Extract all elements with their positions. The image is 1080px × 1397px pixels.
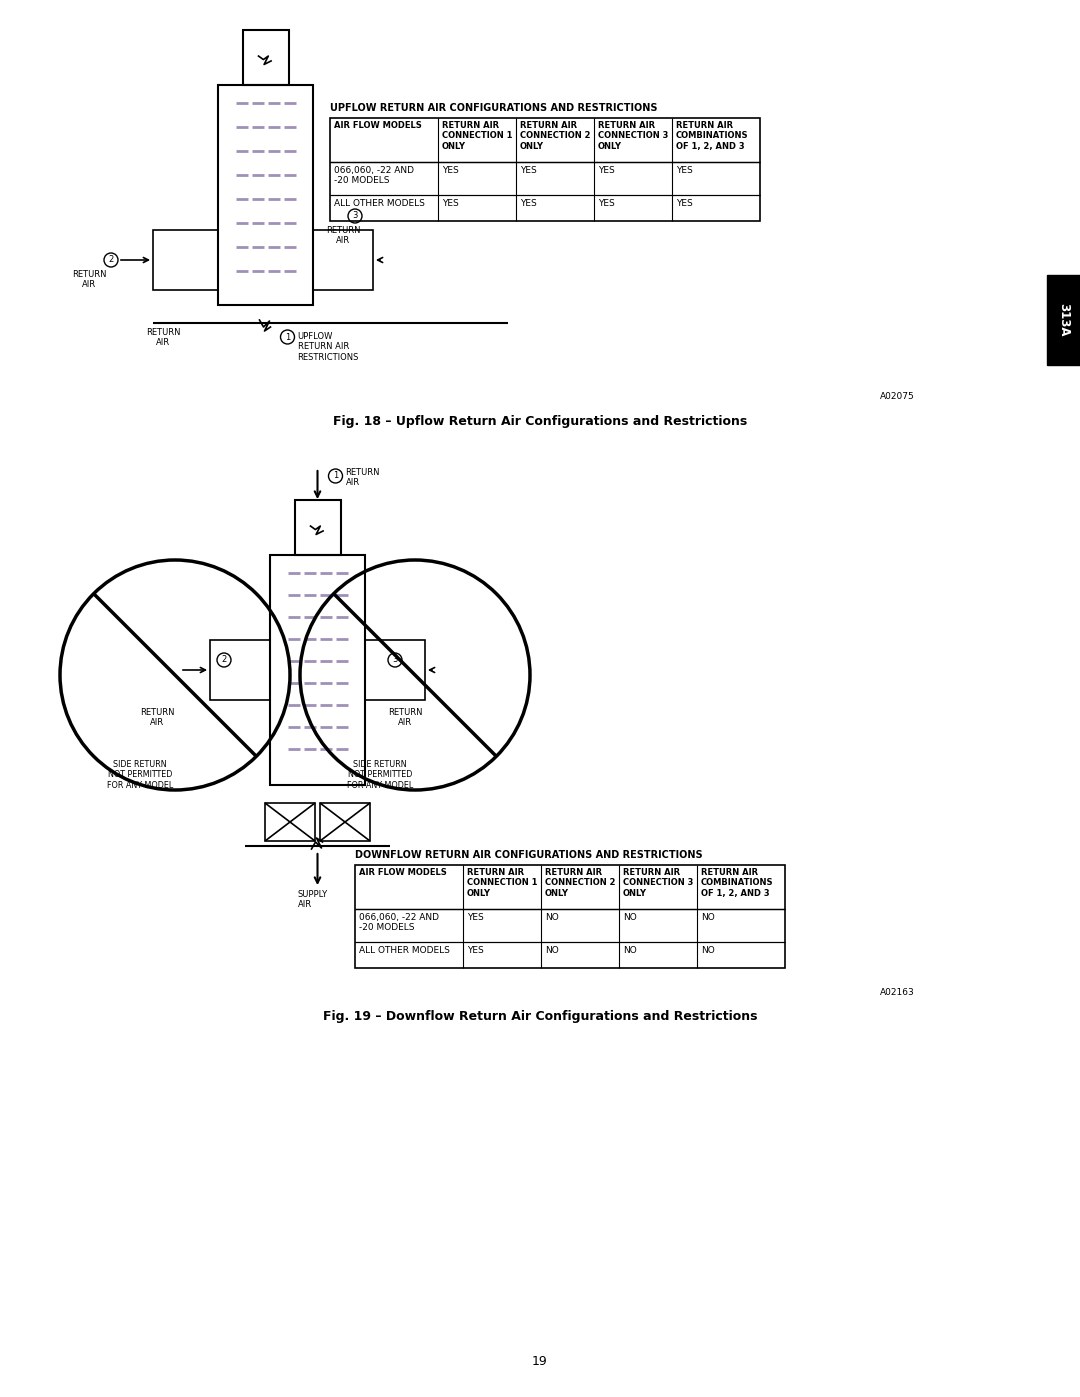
Text: RETURN
AIR: RETURN AIR [346, 468, 380, 488]
Text: Fig. 19 – Downflow Return Air Configurations and Restrictions: Fig. 19 – Downflow Return Air Configurat… [323, 1010, 757, 1023]
Text: ALL OTHER MODELS: ALL OTHER MODELS [359, 946, 450, 956]
Text: A02163: A02163 [880, 988, 915, 997]
Bar [218, 85, 313, 305]
Text: NO: NO [623, 946, 637, 956]
Bar [365, 640, 426, 700]
Text: UPFLOW RETURN AIR CONFIGURATIONS AND RESTRICTIONS: UPFLOW RETURN AIR CONFIGURATIONS AND RES… [330, 103, 658, 113]
Text: RETURN AIR
CONNECTION 3
ONLY: RETURN AIR CONNECTION 3 ONLY [598, 122, 669, 151]
Text: RETURN
AIR: RETURN AIR [326, 226, 361, 246]
Text: RETURN AIR
CONNECTION 1
ONLY: RETURN AIR CONNECTION 1 ONLY [442, 122, 513, 151]
Text: RETURN AIR
CONNECTION 2
ONLY: RETURN AIR CONNECTION 2 ONLY [545, 868, 616, 898]
Text: NO: NO [545, 914, 558, 922]
Text: RETURN AIR
CONNECTION 3
ONLY: RETURN AIR CONNECTION 3 ONLY [623, 868, 693, 898]
Text: 066,060, -22 AND
-20 MODELS: 066,060, -22 AND -20 MODELS [359, 914, 438, 932]
Text: SUPPLY
AIR: SUPPLY AIR [297, 890, 327, 909]
Text: AIR FLOW MODELS: AIR FLOW MODELS [334, 122, 422, 130]
Bar [210, 640, 270, 700]
Text: YES: YES [442, 198, 459, 208]
Text: YES: YES [676, 198, 692, 208]
Text: YES: YES [598, 198, 615, 208]
Text: YES: YES [598, 166, 615, 175]
Text: 19: 19 [532, 1355, 548, 1368]
Bar [330, 117, 760, 221]
Text: A02075: A02075 [880, 393, 915, 401]
Bar [153, 231, 218, 291]
Text: YES: YES [519, 198, 537, 208]
Bar [320, 803, 370, 841]
Text: 313A: 313A [1057, 303, 1070, 337]
Text: 2: 2 [108, 256, 113, 264]
Text: YES: YES [442, 166, 459, 175]
Bar [295, 500, 340, 555]
Text: YES: YES [519, 166, 537, 175]
Bar [270, 555, 365, 785]
Text: RETURN
AIR: RETURN AIR [146, 328, 180, 348]
Text: SIDE RETURN
NOT PERMITTED
FOR ANY MODEL: SIDE RETURN NOT PERMITTED FOR ANY MODEL [107, 760, 173, 789]
Text: 3: 3 [352, 211, 357, 221]
Text: 066,060, -22 AND
-20 MODELS: 066,060, -22 AND -20 MODELS [334, 166, 414, 186]
Text: RETURN
AIR: RETURN AIR [388, 708, 422, 728]
Text: RETURN AIR
CONNECTION 2
ONLY: RETURN AIR CONNECTION 2 ONLY [519, 122, 591, 151]
Text: NO: NO [701, 914, 715, 922]
Text: NO: NO [701, 946, 715, 956]
Text: Fig. 18 – Upflow Return Air Configurations and Restrictions: Fig. 18 – Upflow Return Air Configuratio… [333, 415, 747, 427]
Bar [265, 803, 315, 841]
Text: RETURN
AIR: RETURN AIR [139, 708, 174, 728]
Text: NO: NO [623, 914, 637, 922]
Text: YES: YES [676, 166, 692, 175]
Bar [243, 29, 288, 85]
Bar [313, 231, 373, 291]
Text: RETURN AIR
COMBINATIONS
OF 1, 2, AND 3: RETURN AIR COMBINATIONS OF 1, 2, AND 3 [676, 122, 748, 151]
Text: RETURN AIR
COMBINATIONS
OF 1, 2, AND 3: RETURN AIR COMBINATIONS OF 1, 2, AND 3 [701, 868, 773, 898]
Text: AIR FLOW MODELS: AIR FLOW MODELS [359, 868, 447, 877]
Text: DOWNFLOW RETURN AIR CONFIGURATIONS AND RESTRICTIONS: DOWNFLOW RETURN AIR CONFIGURATIONS AND R… [355, 849, 703, 861]
Text: YES: YES [467, 914, 484, 922]
Text: UPFLOW
RETURN AIR
RESTRICTIONS: UPFLOW RETURN AIR RESTRICTIONS [297, 332, 359, 362]
Text: 3: 3 [392, 655, 397, 665]
Text: ALL OTHER MODELS: ALL OTHER MODELS [334, 198, 424, 208]
Bar [355, 865, 785, 968]
Text: YES: YES [467, 946, 484, 956]
Text: NO: NO [545, 946, 558, 956]
Text: SIDE RETURN
NOT PERMITTED
FOR ANY MODEL: SIDE RETURN NOT PERMITTED FOR ANY MODEL [347, 760, 414, 789]
Bar [1047, 275, 1080, 365]
Text: RETURN AIR
CONNECTION 1
ONLY: RETURN AIR CONNECTION 1 ONLY [467, 868, 538, 898]
Text: 2: 2 [221, 655, 227, 665]
Text: RETURN
AIR: RETURN AIR [71, 270, 106, 289]
Text: 1: 1 [333, 472, 338, 481]
Text: 1: 1 [285, 332, 291, 341]
